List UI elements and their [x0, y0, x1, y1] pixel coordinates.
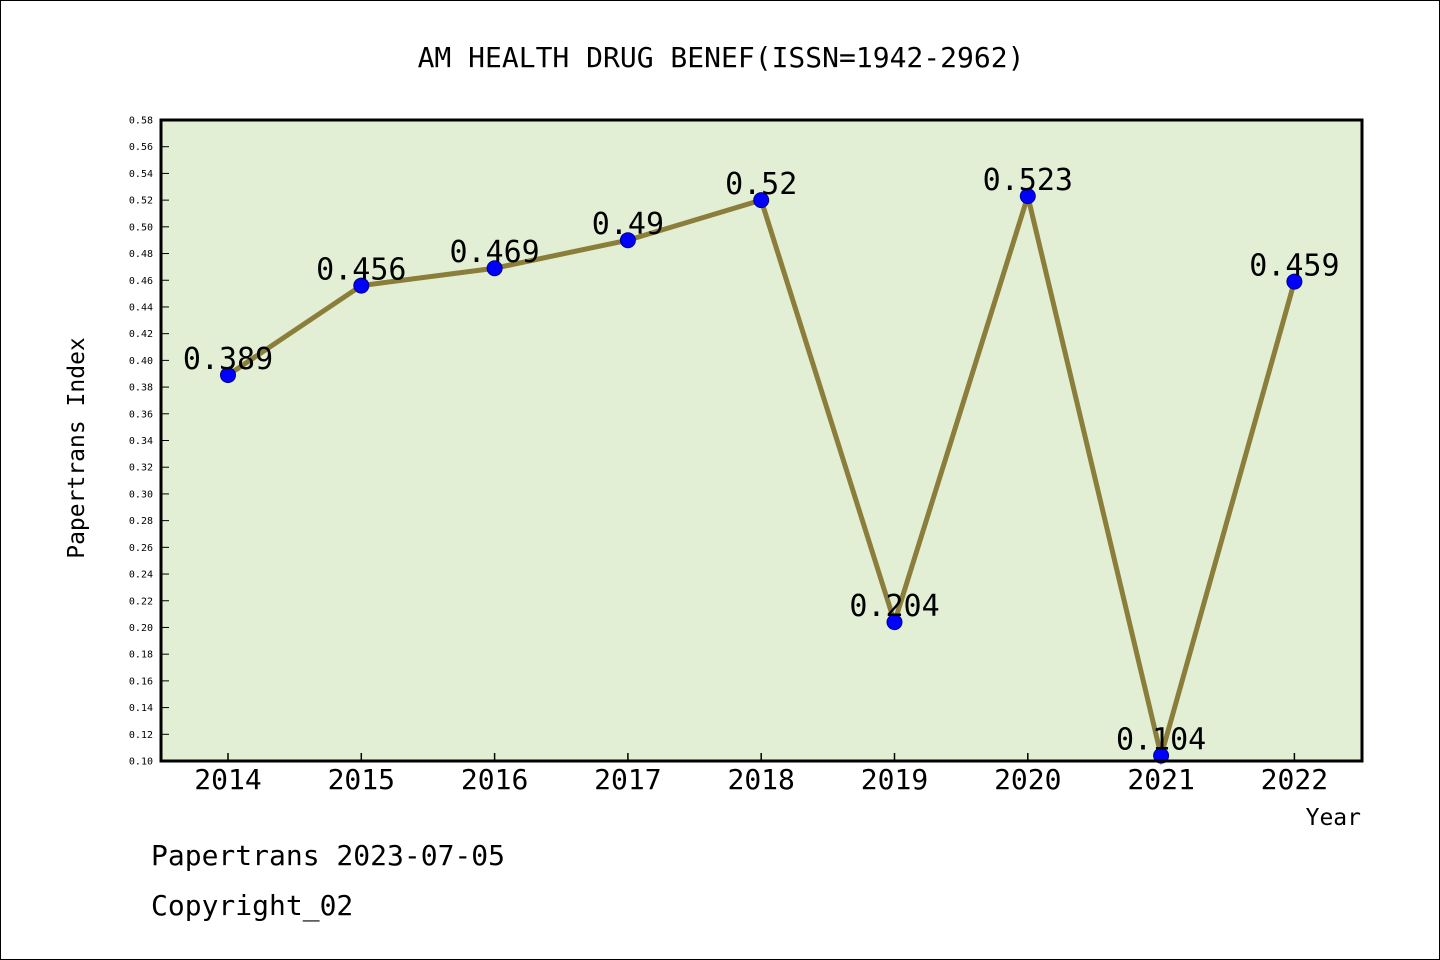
plot-area: [161, 120, 1362, 761]
data-label: 0.52: [725, 167, 797, 202]
y-tick-label: 0.22: [129, 596, 153, 607]
data-label: 0.469: [449, 235, 539, 270]
y-tick-label: 0.52: [129, 196, 153, 207]
y-tick-label: 0.48: [129, 249, 153, 260]
x-tick-label: 2018: [727, 763, 794, 796]
data-label: 0.456: [316, 253, 406, 288]
data-label: 0.204: [849, 589, 939, 624]
y-tick-label: 0.26: [129, 543, 153, 554]
series-layer: [220, 186, 1303, 766]
data-point: [353, 277, 370, 294]
data-labels: 0.389 0.456 0.469 0.49 0.52 0.204 0.523 0.104 0.…: [183, 163, 1340, 758]
footer-date: Papertrans 2023-07-05: [151, 839, 505, 872]
y-tick-label: 0.58: [129, 116, 153, 127]
y-tick-label: 0.40: [129, 356, 153, 367]
x-tick-label: 2014: [194, 763, 261, 796]
x-tick-label: 2017: [594, 763, 661, 796]
y-tick-label: 0.50: [129, 222, 153, 233]
chart-title: AM HEALTH DRUG BENEF(ISSN=1942-2962): [418, 41, 1025, 74]
data-point: [220, 367, 236, 384]
x-axis: 2014 2015 2016 2017 2018 2019 2020 2021 2022: [194, 753, 1328, 796]
y-tick-label: 0.14: [129, 703, 153, 714]
y-tick-label: 0.32: [129, 463, 153, 474]
data-point: [886, 614, 903, 631]
y-tick-label: 0.44: [129, 302, 153, 313]
x-tick-label: 2020: [994, 763, 1061, 796]
data-label: 0.523: [983, 163, 1073, 198]
y-tick-label: 0.20: [129, 623, 153, 634]
y-tick-label: 0.36: [129, 409, 153, 420]
data-point: [1286, 273, 1303, 290]
x-axis-label: Year: [1306, 805, 1361, 831]
y-tick-label: 0.46: [129, 276, 153, 287]
y-tick-label: 0.28: [129, 516, 153, 527]
data-label: 0.389: [183, 342, 273, 377]
plot-frame: [159, 118, 1364, 763]
y-tick-label: 0.54: [129, 169, 153, 180]
data-label: 0.49: [592, 207, 664, 242]
y-tick-label: 0.24: [129, 570, 153, 581]
y-tick-label: 0.18: [129, 650, 153, 661]
y-axis-label: Papertrans Index: [64, 337, 90, 559]
x-tick-label: 2016: [461, 763, 528, 796]
y-tick-label: 0.38: [129, 383, 153, 394]
data-label: 0.459: [1249, 249, 1339, 284]
y-tick-label: 0.16: [129, 676, 153, 687]
footer-copyright: Copyright_02: [151, 889, 353, 923]
data-point: [1019, 188, 1036, 205]
data-point: [486, 260, 503, 277]
y-tick-label: 0.42: [129, 329, 153, 340]
y-tick-label: 0.12: [129, 730, 153, 741]
y-tick-label: 0.10: [129, 757, 153, 768]
y-tick-label: 0.30: [129, 489, 153, 500]
data-point: [753, 192, 770, 209]
x-tick-label: 2022: [1261, 763, 1328, 796]
y-tick-label: 0.34: [129, 436, 153, 447]
x-tick-label: 2019: [861, 763, 928, 796]
data-point: [619, 232, 636, 249]
y-tick-label: 0.56: [129, 142, 153, 153]
x-tick-label: 2021: [1127, 763, 1194, 796]
data-label: 0.104: [1116, 723, 1206, 758]
x-tick-label: 2015: [328, 763, 395, 796]
data-point: [1153, 747, 1170, 764]
